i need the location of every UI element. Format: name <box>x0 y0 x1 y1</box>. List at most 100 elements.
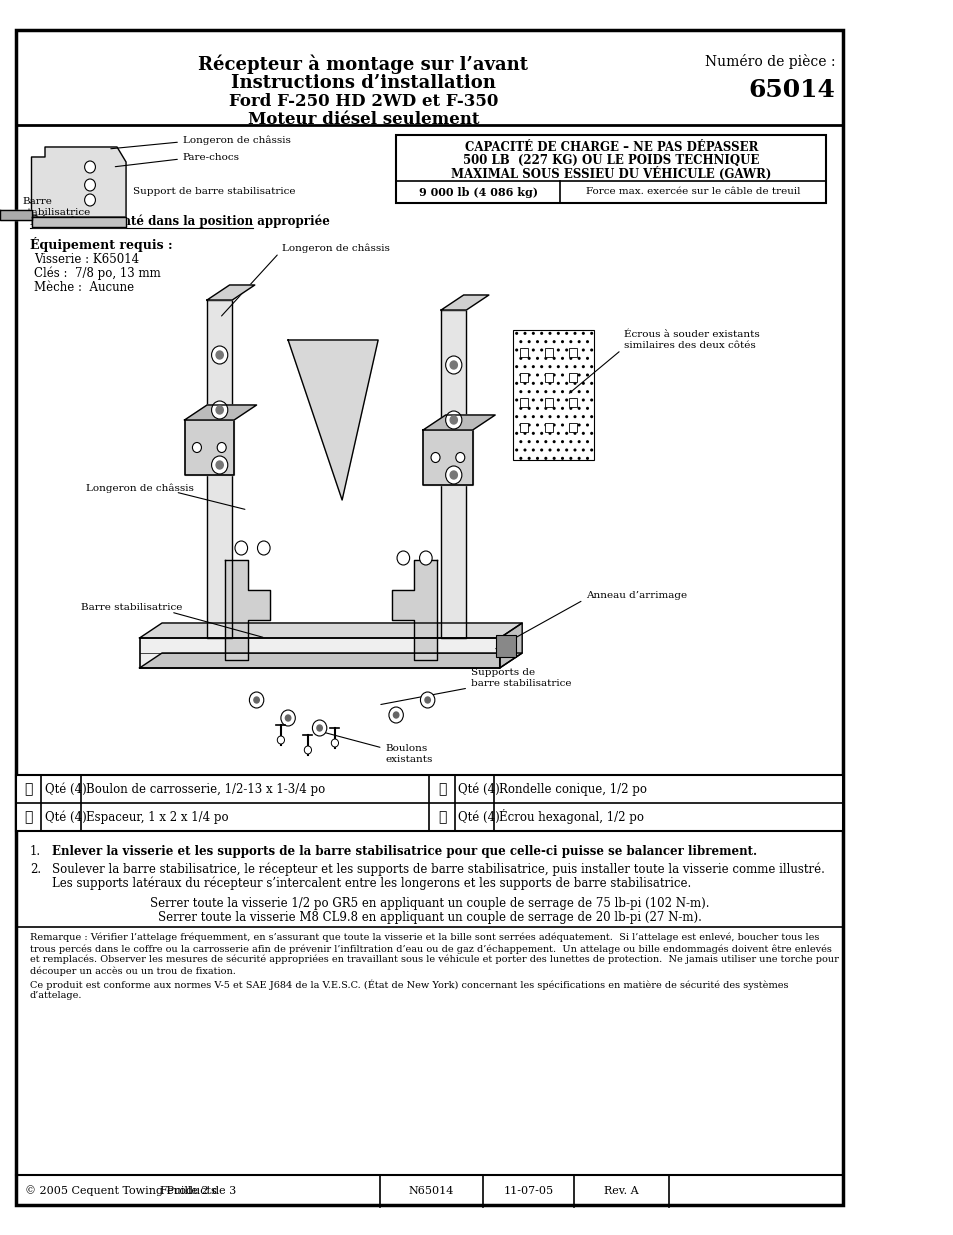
Text: Longeron de châssis: Longeron de châssis <box>281 243 389 253</box>
Text: 65014: 65014 <box>748 78 835 103</box>
Text: Supports de
barre stabilisatrice: Supports de barre stabilisatrice <box>471 668 571 688</box>
Circle shape <box>234 541 248 555</box>
Text: 500 LB  (227 KG) OU LE POIDS TECHNIQUE: 500 LB (227 KG) OU LE POIDS TECHNIQUE <box>462 154 759 167</box>
Text: Serrer toute la visserie 1/2 po GR5 en appliquant un couple de serrage de 75 lb-: Serrer toute la visserie 1/2 po GR5 en a… <box>150 897 708 910</box>
Circle shape <box>389 706 403 722</box>
Text: Clés :  7/8 po, 13 mm: Clés : 7/8 po, 13 mm <box>34 267 161 280</box>
Text: Soulever la barre stabilisatrice, le récepteur et les supports de barre stabilis: Soulever la barre stabilisatrice, le réc… <box>52 863 824 877</box>
Text: Instructions d’installation: Instructions d’installation <box>231 74 496 91</box>
Text: découper un accès ou un trou de fixation.: découper un accès ou un trou de fixation… <box>30 966 235 976</box>
Text: Feuille 2 de 3: Feuille 2 de 3 <box>160 1186 236 1195</box>
Circle shape <box>217 442 226 452</box>
Circle shape <box>215 461 223 469</box>
Text: trous percés dans le coffre ou la carrosserie afin de prévenir l’infiltration d’: trous percés dans le coffre ou la carros… <box>30 944 831 953</box>
Text: Boulons
existants: Boulons existants <box>385 745 433 763</box>
Text: Récepteur monté dans la position appropriée: Récepteur monté dans la position appropr… <box>30 215 329 228</box>
Text: Moteur diésel seulement: Moteur diésel seulement <box>248 111 478 128</box>
Bar <box>568 348 577 357</box>
Text: d’attelage.: d’attelage. <box>30 990 82 1000</box>
Text: Espaceur, 1 x 2 x 1/4 po: Espaceur, 1 x 2 x 1/4 po <box>86 810 228 824</box>
Bar <box>544 398 552 408</box>
Text: ⓘ: ⓘ <box>25 782 33 797</box>
Bar <box>568 424 577 432</box>
Circle shape <box>280 710 295 726</box>
Polygon shape <box>423 415 495 430</box>
Polygon shape <box>440 310 466 638</box>
Polygon shape <box>423 430 472 485</box>
Circle shape <box>312 720 327 736</box>
Polygon shape <box>31 217 126 227</box>
Circle shape <box>445 466 461 484</box>
Text: Anneau d’arrimage: Anneau d’arrimage <box>585 590 686 599</box>
Text: ⓓ: ⓓ <box>437 810 446 824</box>
Text: Enlever la visserie et les supports de la barre stabilisatrice pour que celle-ci: Enlever la visserie et les supports de l… <box>52 845 757 858</box>
Polygon shape <box>207 285 254 300</box>
Polygon shape <box>207 300 232 638</box>
Polygon shape <box>0 210 31 220</box>
Text: Numéro de pièce :: Numéro de pièce : <box>704 54 835 69</box>
Text: Ce produit est conforme aux normes V-5 et SAE J684 de la V.E.S.C. (État de New Y: Ce produit est conforme aux normes V-5 e… <box>30 981 787 990</box>
Bar <box>544 373 552 382</box>
Circle shape <box>450 471 456 479</box>
Circle shape <box>450 416 456 424</box>
Polygon shape <box>440 295 488 310</box>
Bar <box>396 135 825 203</box>
Polygon shape <box>499 622 521 668</box>
Circle shape <box>420 692 435 708</box>
Polygon shape <box>184 420 233 475</box>
Text: Les supports latéraux du récepteur s’intercalent entre les longerons et les supp: Les supports latéraux du récepteur s’int… <box>52 877 691 890</box>
Circle shape <box>253 697 259 703</box>
Text: N65014: N65014 <box>409 1186 454 1195</box>
Bar <box>544 424 552 432</box>
Polygon shape <box>225 559 270 659</box>
Text: Rev. A: Rev. A <box>603 1186 639 1195</box>
Text: Écrou hexagonal, 1/2 po: Écrou hexagonal, 1/2 po <box>498 809 643 825</box>
Polygon shape <box>139 622 521 638</box>
Text: Mèche :  Aucune: Mèche : Aucune <box>34 282 134 294</box>
Text: © 2005 Cequent Towing Products: © 2005 Cequent Towing Products <box>25 1186 216 1197</box>
Text: Longeron de châssis: Longeron de châssis <box>183 136 291 144</box>
Circle shape <box>277 736 284 743</box>
Bar <box>519 348 528 357</box>
Circle shape <box>304 746 312 755</box>
Text: Visserie : K65014: Visserie : K65014 <box>34 253 139 266</box>
Text: Support de barre stabilisatrice: Support de barre stabilisatrice <box>133 188 295 196</box>
Circle shape <box>215 351 223 359</box>
Text: Écrous à souder existants
similaires des deux côtés: Écrous à souder existants similaires des… <box>623 330 759 350</box>
Text: Remarque : Vérifier l’attelage fréquemment, en s’assurant que toute la visserie : Remarque : Vérifier l’attelage fréquemme… <box>30 932 819 942</box>
Circle shape <box>331 739 338 747</box>
Polygon shape <box>139 653 521 668</box>
Circle shape <box>316 725 322 731</box>
Text: 11-07-05: 11-07-05 <box>503 1186 553 1195</box>
Text: Qté (4): Qté (4) <box>457 810 499 824</box>
Bar <box>519 424 528 432</box>
Circle shape <box>456 452 464 462</box>
Circle shape <box>424 697 430 703</box>
Bar <box>519 373 528 382</box>
Text: Barre stabilisatrice: Barre stabilisatrice <box>81 604 182 613</box>
Polygon shape <box>31 147 126 217</box>
Text: ⓙ: ⓙ <box>25 810 33 824</box>
Polygon shape <box>184 405 256 420</box>
Circle shape <box>212 401 228 419</box>
Circle shape <box>445 411 461 429</box>
Polygon shape <box>139 638 499 668</box>
Bar <box>544 348 552 357</box>
Text: Ford F-250 HD 2WD et F-350: Ford F-250 HD 2WD et F-350 <box>229 93 497 110</box>
Circle shape <box>212 346 228 364</box>
Circle shape <box>393 713 398 718</box>
Text: Rondelle conique, 1/2 po: Rondelle conique, 1/2 po <box>498 783 646 795</box>
Text: 9 000 lb (4 086 kg): 9 000 lb (4 086 kg) <box>418 186 537 198</box>
Text: ⓒ: ⓒ <box>437 782 446 797</box>
Bar <box>513 330 594 459</box>
Circle shape <box>212 456 228 474</box>
Circle shape <box>193 442 201 452</box>
Text: Longeron de châssis: Longeron de châssis <box>86 483 193 493</box>
Text: Serrer toute la visserie M8 CL9.8 en appliquant un couple de serrage de 20 lb-pi: Serrer toute la visserie M8 CL9.8 en app… <box>157 911 700 924</box>
Circle shape <box>85 194 95 206</box>
Text: MAXIMAL SOUS ESSIEU DU VÉHICULE (GAWR): MAXIMAL SOUS ESSIEU DU VÉHICULE (GAWR) <box>451 167 771 182</box>
Text: 2.: 2. <box>30 863 41 876</box>
Text: Qté (4): Qté (4) <box>457 783 499 795</box>
Bar <box>568 373 577 382</box>
Bar <box>16 776 841 831</box>
